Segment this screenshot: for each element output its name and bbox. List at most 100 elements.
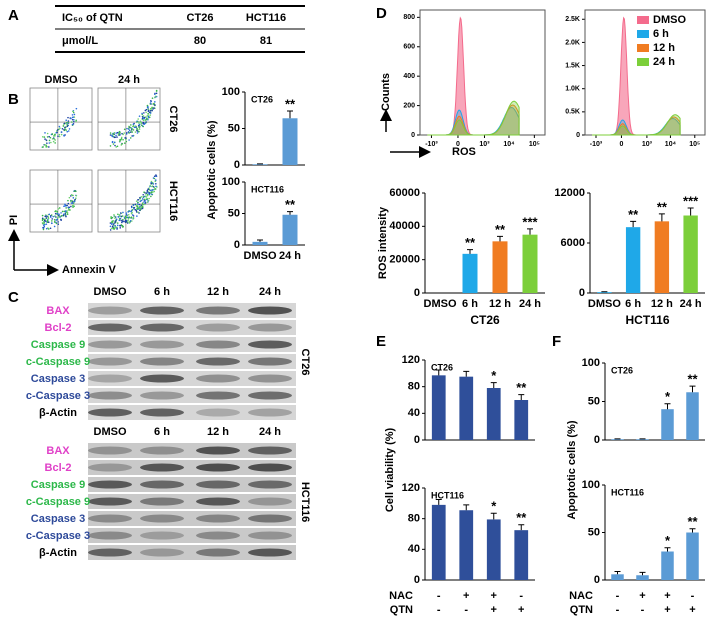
blot-band xyxy=(88,357,132,366)
y-tick-label: 2.0K xyxy=(565,39,580,46)
flow-dot xyxy=(121,221,123,224)
x-tick-label: 10⁴ xyxy=(503,141,515,148)
blot-band xyxy=(196,357,240,366)
flow-dot xyxy=(45,223,48,225)
flow-dot xyxy=(122,211,124,214)
flow-dot xyxy=(138,130,140,133)
flow-dot xyxy=(71,116,74,119)
blot-row-label: Caspase 9 xyxy=(31,339,85,351)
bar xyxy=(661,409,674,440)
bar xyxy=(492,241,508,293)
blot-band xyxy=(196,306,240,315)
flow-dot xyxy=(122,133,124,136)
flow-dot xyxy=(139,206,141,208)
flow-dot xyxy=(147,199,150,202)
flow-dot xyxy=(70,202,73,204)
flow-dot xyxy=(64,213,67,215)
blot-band xyxy=(196,340,240,349)
x-axis-label: HCT116 xyxy=(625,313,669,327)
blot-band xyxy=(248,463,292,472)
flow-dot xyxy=(135,211,138,213)
y-axis-label: ROS intensity xyxy=(377,206,389,279)
flow-dot xyxy=(112,143,115,145)
flow-dot xyxy=(124,216,127,218)
flow-dot xyxy=(118,140,121,142)
flow-dot xyxy=(121,143,123,145)
error-bar xyxy=(527,228,533,235)
flow-dot xyxy=(113,131,116,134)
flow-dot xyxy=(127,213,130,216)
flow-dot xyxy=(54,133,56,136)
flow-dot xyxy=(113,228,116,230)
blot-band xyxy=(140,548,184,557)
flow-dot xyxy=(46,215,48,218)
flow-dot xyxy=(72,197,75,199)
flow-dot xyxy=(112,220,115,222)
significance: *** xyxy=(522,214,538,229)
y-tick-label: 6000 xyxy=(561,237,585,249)
flow-dot xyxy=(151,106,153,109)
y-tick-label: 400 xyxy=(403,73,415,80)
chart-subtitle: CT26 xyxy=(431,362,453,372)
blot-strip xyxy=(88,460,296,475)
y-tick-label: 40 xyxy=(408,407,420,419)
error-bar xyxy=(518,394,525,400)
flow-dot xyxy=(146,198,149,201)
flow-dot xyxy=(147,115,150,118)
flow-dot xyxy=(151,109,153,112)
blot-band xyxy=(248,497,292,506)
flow-dot xyxy=(41,219,44,222)
flow-dot xyxy=(120,215,123,218)
blot-row-label: BAX xyxy=(46,305,70,317)
y-tick-label: 0 xyxy=(234,159,240,171)
flow-dot xyxy=(120,219,122,222)
bar xyxy=(636,575,649,580)
flow-dot xyxy=(48,146,50,148)
flow-dot xyxy=(116,131,119,134)
bar xyxy=(282,118,298,165)
flow-dot xyxy=(69,209,71,211)
flow-dot xyxy=(131,209,134,211)
table-header: CT26 xyxy=(187,12,214,24)
flow-dot xyxy=(151,189,154,191)
flow-dot xyxy=(148,111,151,114)
flow-row-label: CT26 xyxy=(167,106,179,133)
flow-dot xyxy=(141,202,144,204)
flow-dot xyxy=(70,193,73,196)
blot-row-label: β-Actin xyxy=(39,407,77,419)
flow-dot xyxy=(71,204,74,207)
flow-dot xyxy=(118,219,121,222)
flow-dot xyxy=(149,114,152,116)
flow-dot xyxy=(66,124,68,126)
flow-dot xyxy=(109,134,112,136)
flow-dot xyxy=(140,196,143,198)
flow-dot xyxy=(60,215,63,217)
legend-label: 12 h xyxy=(653,42,675,54)
y-tick-label: 120 xyxy=(402,482,420,494)
flow-dot xyxy=(58,125,61,128)
x-tick-label: 10³ xyxy=(642,141,653,148)
flow-dot xyxy=(130,206,133,209)
x-tick-label: 10³ xyxy=(479,141,490,148)
blot-side-label: CT26 xyxy=(299,349,311,376)
blot-row-label: β-Actin xyxy=(39,547,77,559)
blot-band xyxy=(196,446,240,455)
flow-dot xyxy=(137,118,139,120)
flow-dot xyxy=(71,123,74,126)
flow-dot xyxy=(49,216,52,218)
flow-dot xyxy=(52,135,55,137)
flow-dot xyxy=(142,119,145,122)
flow-dot xyxy=(114,226,116,228)
flow-dot xyxy=(61,210,64,213)
treatment-sign: - xyxy=(616,590,620,602)
significance: * xyxy=(665,533,671,548)
flow-dot xyxy=(58,213,60,216)
flow-dot xyxy=(47,216,50,218)
flow-dot xyxy=(45,227,48,230)
error-bar xyxy=(658,213,665,222)
flow-dot xyxy=(73,113,76,116)
flow-dot xyxy=(150,100,152,102)
flow-dot xyxy=(146,115,149,117)
flow-dot xyxy=(50,141,52,144)
flow-dot xyxy=(71,202,74,205)
